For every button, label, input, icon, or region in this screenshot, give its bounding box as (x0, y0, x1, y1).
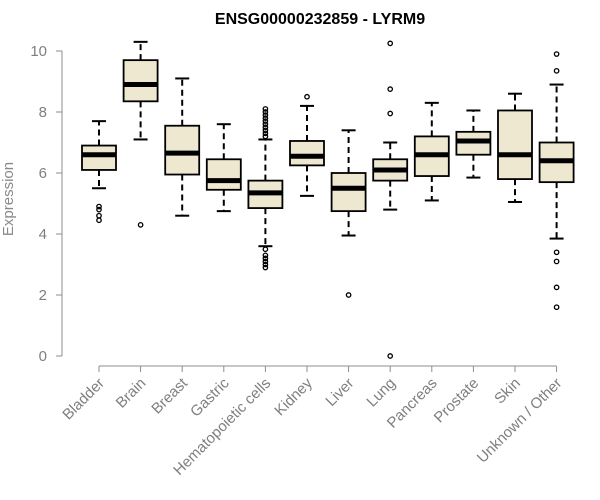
box-10 (455, 109, 492, 179)
outlier-point (387, 110, 394, 117)
y-tick-label: 0 (39, 348, 47, 365)
x-tick-label: Brain (113, 375, 150, 412)
x-tick-label: Skin (491, 375, 524, 408)
outlier-point (96, 217, 102, 224)
y-axis-label: Expression (0, 162, 17, 236)
box-11 (497, 92, 533, 203)
outlier-point (553, 284, 560, 291)
x-tick-label: Lung (363, 375, 399, 411)
box-7 (330, 129, 367, 298)
x-tick-label: Prostate (431, 375, 483, 427)
box-4 (205, 123, 242, 213)
box-iqr (122, 59, 159, 103)
outlier-point (262, 246, 269, 253)
outlier-point (137, 222, 144, 228)
outlier-point (553, 258, 560, 265)
outlier-point (553, 304, 560, 311)
box-9 (413, 101, 450, 202)
outlier-point (96, 212, 102, 219)
y-tick-label: 8 (39, 104, 47, 121)
x-tick-label: Breast (148, 374, 191, 417)
outlier-point (96, 206, 102, 213)
box-5 (247, 106, 284, 271)
outlier-point (262, 121, 269, 128)
box-6 (289, 93, 325, 197)
outlier-point (262, 130, 269, 137)
x-tick-label: Kidney (271, 374, 316, 419)
y-tick-label: 6 (39, 165, 47, 182)
y-tick-label: 10 (30, 43, 47, 60)
y-tick-label: 2 (39, 287, 47, 304)
box-12 (538, 51, 575, 311)
box-iqr (81, 144, 117, 171)
outlier-point (387, 353, 394, 359)
outlier-point (345, 292, 352, 298)
outlier-point (262, 264, 269, 271)
outlier-point (262, 112, 269, 118)
outlier-point (387, 86, 394, 92)
box-iqr (289, 140, 325, 167)
outlier-point (262, 127, 269, 134)
outlier-point (553, 67, 560, 74)
y-axis: 0 2 4 6 8 10 (30, 43, 63, 365)
chart-title: ENSG00000232859 - LYRM9 (215, 11, 425, 28)
box-iqr (205, 158, 242, 191)
outlier-point (262, 258, 269, 265)
outlier-point (262, 115, 269, 121)
boxes-group (81, 40, 575, 359)
outlier-point (262, 261, 269, 268)
box-2 (122, 40, 159, 228)
box-iqr (330, 172, 367, 213)
outlier-point (262, 106, 269, 112)
outlier-point (96, 203, 102, 210)
y-tick-label: 4 (39, 226, 47, 243)
box-1 (81, 120, 117, 224)
outlier-point (262, 252, 269, 259)
outlier-point (262, 133, 269, 140)
x-tick-label: Bladder (59, 375, 108, 424)
outlier-point (387, 40, 394, 47)
box-iqr (164, 124, 201, 176)
x-tick-label: Liver (322, 375, 357, 410)
outlier-point (262, 255, 269, 262)
outlier-point (304, 93, 310, 100)
outlier-point (262, 124, 269, 131)
outlier-point (262, 109, 269, 115)
outlier-point (553, 249, 560, 256)
outlier-point (262, 118, 269, 125)
box-iqr (497, 109, 533, 180)
outlier-point (553, 51, 560, 57)
box-8 (372, 40, 409, 359)
box-3 (164, 77, 201, 217)
